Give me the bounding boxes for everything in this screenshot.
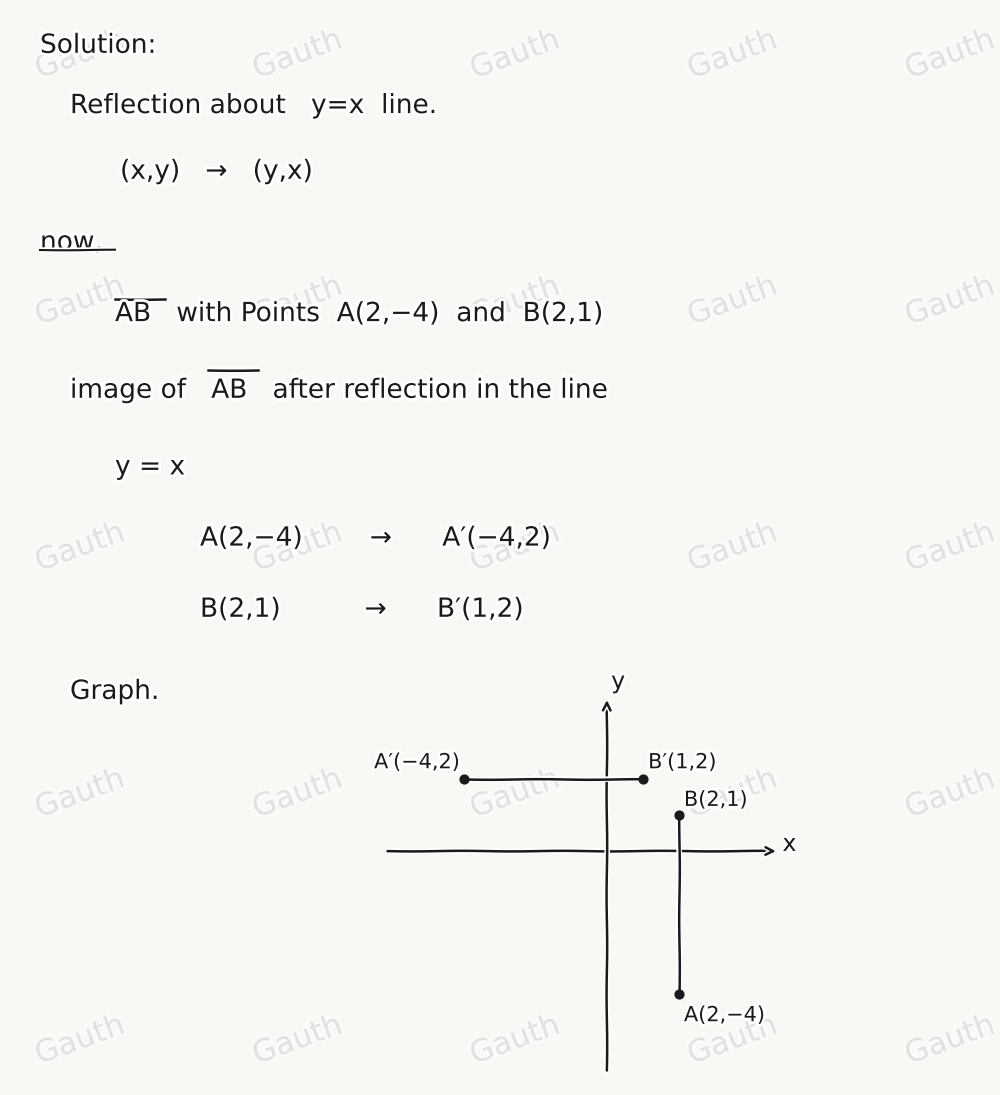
Text: A(2,−4): A(2,−4) (684, 1005, 765, 1025)
Text: Gauth: Gauth (249, 272, 346, 331)
Text: Gauth: Gauth (249, 764, 346, 823)
Text: Gauth: Gauth (684, 518, 781, 577)
Text: image of   AB   after reflection in the line: image of AB after reflection in the line (70, 378, 609, 404)
Text: Gauth: Gauth (31, 764, 129, 823)
Text: Gauth: Gauth (466, 518, 564, 577)
Text: Reflection about   y=x  line.: Reflection about y=x line. (70, 93, 438, 119)
Point (456, 771, 472, 788)
Text: B(2,1): B(2,1) (684, 789, 748, 810)
Text: now,: now, (40, 230, 103, 256)
Text: Gauth: Gauth (684, 1011, 781, 1070)
Text: Gauth: Gauth (901, 764, 999, 823)
Text: Gauth: Gauth (31, 518, 129, 577)
Text: Gauth: Gauth (901, 518, 999, 577)
Text: A(2,−4)        →      A′(−4,2): A(2,−4) → A′(−4,2) (200, 526, 551, 552)
Text: Gauth: Gauth (466, 25, 564, 84)
Text: Gauth: Gauth (684, 764, 781, 823)
Text: AB   with Points  A(2,−4)  and  B(2,1): AB with Points A(2,−4) and B(2,1) (115, 301, 603, 327)
Point (671, 986, 687, 1003)
Text: Gauth: Gauth (684, 272, 781, 331)
Text: Gauth: Gauth (901, 272, 999, 331)
Text: y = x: y = x (115, 454, 185, 481)
Text: Gauth: Gauth (31, 272, 129, 331)
Point (671, 807, 687, 825)
Text: Gauth: Gauth (249, 518, 346, 577)
Text: Gauth: Gauth (466, 764, 564, 823)
Text: Gauth: Gauth (249, 25, 346, 84)
Text: B(2,1)          →      B′(1,2): B(2,1) → B′(1,2) (200, 597, 523, 623)
Text: Gauth: Gauth (901, 1011, 999, 1070)
Text: Gauth: Gauth (31, 25, 129, 84)
Text: Gauth: Gauth (901, 25, 999, 84)
Point (635, 771, 651, 788)
Text: A′(−4,2): A′(−4,2) (374, 752, 460, 772)
Text: B′(1,2): B′(1,2) (648, 752, 716, 772)
Text: y: y (611, 669, 625, 693)
Text: Gauth: Gauth (684, 25, 781, 84)
Text: Solution:: Solution: (40, 33, 157, 59)
Text: x: x (782, 832, 796, 856)
Text: Gauth: Gauth (466, 1011, 564, 1070)
Text: Gauth: Gauth (466, 272, 564, 331)
Text: (x,y)   →   (y,x): (x,y) → (y,x) (120, 159, 313, 185)
Text: Graph.: Graph. (70, 679, 160, 705)
Text: Gauth: Gauth (249, 1011, 346, 1070)
Text: Gauth: Gauth (31, 1011, 129, 1070)
